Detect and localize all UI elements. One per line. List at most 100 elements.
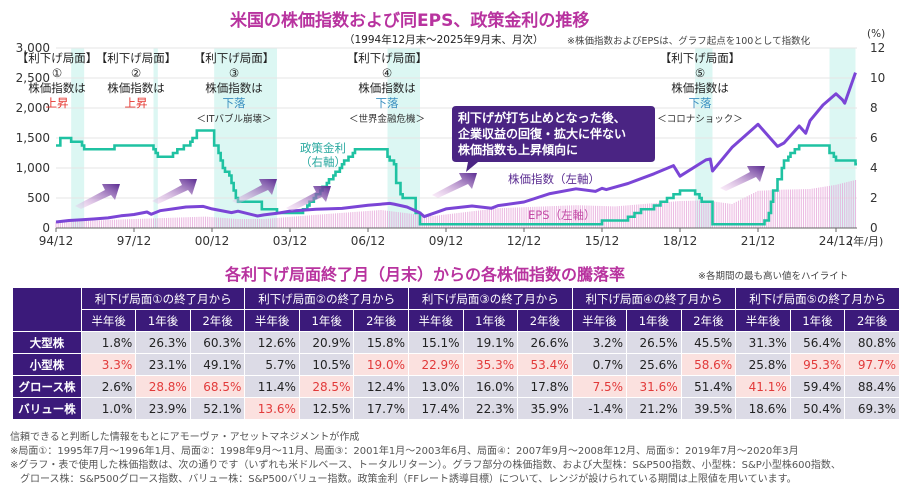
period-tag: 【利下げ局面】 bbox=[347, 51, 428, 65]
x-axis-tick: 12/12 bbox=[507, 234, 542, 248]
table-row: バリュー株 1.0% 23.9% 52.1% 13.6% 12.5% 17.7% 17.4% 2… bbox=[12, 397, 900, 420]
table-cell: 0.7% bbox=[571, 353, 628, 376]
up-arrow-icon bbox=[720, 166, 765, 191]
left-axis-tick: 0 bbox=[42, 221, 50, 235]
period-event: ＜世界金融危機＞ bbox=[349, 113, 425, 125]
period-number: ⑤ bbox=[695, 66, 705, 80]
table-cell: 15.1% bbox=[408, 331, 464, 354]
table-cell: 20.9% bbox=[298, 331, 355, 354]
column-subheader: 1年後 bbox=[298, 309, 355, 332]
table-cell: 51.4% bbox=[680, 375, 737, 398]
table-cell: 50.4% bbox=[789, 397, 846, 420]
table-title: 各利下げ局面終了月（月末）からの各株価指数の騰落率 bbox=[225, 265, 626, 284]
table-row: 小型株 3.3% 23.1% 49.1% 5.7% 10.5% 19.0% 22.9% 35.3… bbox=[12, 353, 900, 376]
table-cell: 60.3% bbox=[189, 331, 246, 354]
callout-text: 利下げが打ち止めとなった後、 bbox=[458, 110, 626, 125]
table-cell-highlighted: 7.5% bbox=[571, 375, 628, 398]
period-tag: 【利下げ局面】 bbox=[17, 51, 98, 65]
period-event: ＜ITバブル崩壊＞ bbox=[196, 113, 271, 125]
table-cell: 52.1% bbox=[189, 397, 246, 420]
table-cell-highlighted: 28.8% bbox=[135, 375, 191, 398]
table-cell: -1.4% bbox=[571, 397, 628, 420]
left-axis-tick: 2,500 bbox=[16, 71, 50, 85]
rate-label-axis: （右軸） bbox=[300, 155, 346, 169]
index-note: ※株価指数およびEPSは、グラフ起点を100として指数化 bbox=[567, 36, 811, 47]
right-axis-label: (%) bbox=[867, 28, 885, 40]
x-axis-tick: 06/12 bbox=[351, 234, 386, 248]
column-group-header: 利下げ局面⑤の終了月から bbox=[735, 287, 900, 310]
table-cell: 1.0% bbox=[80, 397, 137, 420]
stock-index-label: 株価指数（左軸） bbox=[508, 172, 600, 186]
x-axis-tick: 21/12 bbox=[741, 234, 776, 248]
x-axis-tick: 18/12 bbox=[663, 234, 698, 248]
column-subheader: 1年後 bbox=[626, 309, 682, 332]
table-cell: 39.5% bbox=[680, 397, 737, 420]
table-cell-highlighted: 35.3% bbox=[462, 353, 519, 376]
table-cell: 1.8% bbox=[80, 331, 137, 354]
column-subheader: 半年後 bbox=[408, 309, 464, 332]
period-result: 下落 bbox=[223, 96, 246, 110]
table-cell: 45.5% bbox=[680, 331, 737, 354]
right-axis-tick: 0 bbox=[870, 221, 878, 235]
table-cell: 16.0% bbox=[462, 375, 519, 398]
rate-label: 政策金利 bbox=[300, 141, 346, 155]
x-axis-tick: 09/12 bbox=[429, 234, 464, 248]
table-cell: 69.3% bbox=[844, 397, 900, 420]
x-axis-unit: (年/月) bbox=[849, 234, 883, 248]
table-corner bbox=[12, 287, 82, 332]
x-axis-tick: 00/12 bbox=[195, 234, 230, 248]
column-group-header: 利下げ局面①の終了月から bbox=[80, 287, 246, 310]
callout-text: 株価指数も上昇傾向に bbox=[458, 142, 578, 157]
table-row: グロース株 2.6% 28.8% 68.5% 11.4% 28.5% 12.4% 13.0% 1… bbox=[12, 375, 900, 398]
table-cell-highlighted: 41.1% bbox=[735, 375, 791, 398]
table-cell: 26.5% bbox=[626, 331, 682, 354]
table-cell: 31.3% bbox=[735, 331, 791, 354]
policy-rate-line bbox=[56, 129, 857, 226]
right-axis-tick: 6 bbox=[870, 131, 878, 145]
period-line: 株価指数は bbox=[107, 81, 165, 95]
table-cell: 12.4% bbox=[353, 375, 410, 398]
column-group-header: 利下げ局面②の終了月から bbox=[244, 287, 410, 310]
right-axis-tick: 8 bbox=[870, 101, 878, 115]
stock-index-line bbox=[55, 72, 857, 224]
column-subheader: 1年後 bbox=[135, 309, 191, 332]
table-cell-highlighted: 3.3% bbox=[80, 353, 137, 376]
table-cell: 2.6% bbox=[80, 375, 137, 398]
table-cell: 59.4% bbox=[789, 375, 846, 398]
right-axis-tick: 4 bbox=[870, 161, 878, 175]
x-axis-tick: 15/12 bbox=[585, 234, 620, 248]
row-header: グロース株 bbox=[12, 375, 82, 398]
table-cell-highlighted: 22.9% bbox=[408, 353, 464, 376]
column-subheader: 1年後 bbox=[462, 309, 519, 332]
table-cell: 88.4% bbox=[844, 375, 900, 398]
table-cell: 80.8% bbox=[844, 331, 900, 354]
table-cell: 56.4% bbox=[789, 331, 846, 354]
table-cell-highlighted: 31.6% bbox=[626, 375, 682, 398]
table-cell: 26.3% bbox=[135, 331, 191, 354]
table-cell: 23.1% bbox=[135, 353, 191, 376]
table-cell: 13.0% bbox=[408, 375, 464, 398]
left-axis-tick: 1,000 bbox=[16, 161, 50, 175]
period-result: 上昇 bbox=[46, 96, 69, 110]
column-subheader: 2年後 bbox=[844, 309, 900, 332]
up-arrow-icon bbox=[232, 179, 277, 204]
callout-text: 企業収益の回復・拡大に伴ない bbox=[457, 126, 626, 141]
table-cell: 5.7% bbox=[244, 353, 300, 376]
period-number: ④ bbox=[382, 66, 392, 80]
row-header: 大型株 bbox=[12, 331, 82, 354]
table-cell: 49.1% bbox=[189, 353, 246, 376]
row-header: 小型株 bbox=[12, 353, 82, 376]
callout-box bbox=[452, 106, 655, 172]
chart-title: 米国の株価指数および同EPS、政策金利の推移 bbox=[230, 11, 590, 31]
returns-table: 利下げ局面①の終了月から 利下げ局面②の終了月から 利下げ局面③の終了月から 利下げ局… bbox=[12, 287, 900, 420]
table-cell: 18.6% bbox=[735, 397, 791, 420]
table-cell-highlighted: 58.6% bbox=[680, 353, 737, 376]
up-arrow-icon bbox=[152, 179, 197, 204]
column-subheader: 半年後 bbox=[80, 309, 137, 332]
row-header: バリュー株 bbox=[12, 397, 82, 420]
column-group-header: 利下げ局面④の終了月から bbox=[571, 287, 737, 310]
table-cell: 19.1% bbox=[462, 331, 519, 354]
footnote-indices: ※グラフ・表で使用した株価指数は、次の通りです（いずれも米ドルベース、トータルリ… bbox=[10, 460, 841, 471]
period-result: 下落 bbox=[689, 96, 712, 110]
footnote-source: 信頼できると判断した情報をもとにアモーヴァ・アセットマネジメントが作成 bbox=[10, 432, 360, 443]
